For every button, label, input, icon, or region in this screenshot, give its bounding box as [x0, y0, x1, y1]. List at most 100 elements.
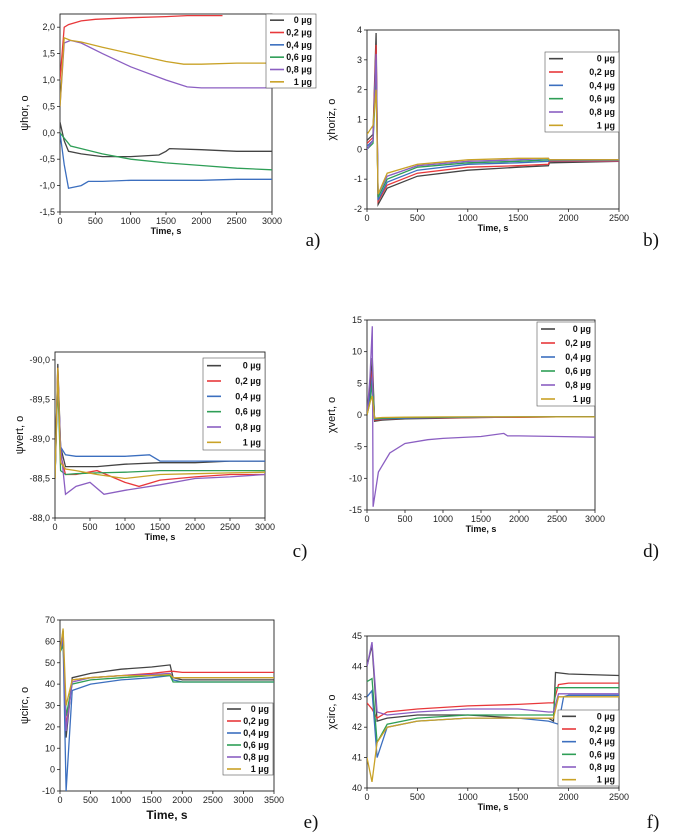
legend-label: 0,2 µg: [589, 724, 615, 734]
x-axis-label: Time, s: [151, 226, 182, 236]
series-line-5: [367, 395, 595, 419]
x-tick-label: 2500: [203, 795, 223, 805]
x-tick-label: 1500: [508, 792, 528, 802]
legend-label: 0,8 µg: [589, 107, 615, 117]
y-tick-label: 50: [45, 658, 55, 668]
legend-label: 1 µg: [251, 764, 269, 774]
legend-label: 0,4 µg: [235, 391, 261, 401]
y-axis-label: ψvert, o: [14, 416, 26, 454]
legend-label: 0,2 µg: [235, 376, 261, 386]
legend-label: 0,2 µg: [243, 716, 269, 726]
series-line-5: [60, 628, 274, 706]
legend-label: 0,8 µg: [565, 380, 591, 390]
legend-label: 1 µg: [573, 394, 591, 404]
legend-label: 0 µg: [597, 711, 615, 721]
y-tick-label: 1: [357, 115, 362, 125]
x-tick-label: 2000: [559, 792, 579, 802]
panel-letter: c): [293, 541, 308, 562]
y-tick-label: -1,0: [39, 181, 55, 191]
x-axis-label: Time, s: [145, 532, 176, 542]
legend-label: 0,6 µg: [286, 52, 312, 62]
series-line-1: [367, 682, 619, 720]
x-tick-label: 2500: [220, 522, 240, 532]
chart-panel-3: 0 500 1000 1500 2000 2500 3000 -88,0 -88,5 -89,0 -…: [14, 351, 308, 562]
legend-box: [544, 51, 620, 133]
y-tick-label: -15: [349, 505, 362, 515]
y-tick-label: -10: [349, 473, 362, 483]
series-line-2: [60, 132, 272, 189]
x-tick-label: 2000: [172, 795, 192, 805]
x-tick-label: 2500: [609, 792, 629, 802]
y-tick-label: 2: [357, 85, 362, 95]
x-tick-label: 2000: [185, 522, 205, 532]
legend-label: 0,4 µg: [286, 40, 312, 50]
y-tick-label: -0,5: [39, 154, 55, 164]
y-tick-label: 44: [352, 661, 362, 671]
x-axis-label: Time, s: [478, 802, 509, 812]
x-tick-label: 0: [364, 792, 369, 802]
y-tick-label: 0: [357, 144, 362, 154]
y-axis-label: χvert, o: [326, 397, 338, 433]
x-tick-label: 2000: [509, 514, 529, 524]
series-line-3: [60, 132, 272, 171]
series-line-0: [60, 630, 274, 738]
y-tick-label: -10: [42, 786, 55, 796]
y-tick-label: 4: [357, 25, 362, 35]
series-line-3: [367, 677, 619, 745]
x-axis-label: Time, s: [146, 808, 187, 822]
legend-box: [557, 709, 620, 787]
chart-panel-6: 0 500 1000 1500 2000 2500 40 41 42 43 44 45 Time, s χ…: [326, 631, 659, 833]
x-tick-label: 3000: [233, 795, 253, 805]
x-tick-label: 500: [410, 792, 425, 802]
series-line-5: [367, 696, 619, 783]
x-tick-label: 2000: [559, 213, 579, 223]
plot-frame: [59, 13, 273, 213]
y-tick-label: 10: [45, 743, 55, 753]
y-tick-label: 70: [45, 615, 55, 625]
y-tick-label: 1,0: [42, 75, 55, 85]
x-tick-label: 1500: [150, 522, 170, 532]
legend-label: 0 µg: [597, 54, 615, 64]
x-tick-label: 3000: [585, 514, 605, 524]
y-tick-label: 2,0: [42, 22, 55, 32]
legend-label: 0,8 µg: [243, 752, 269, 762]
chart-panel-5: 0 500 1000 1500 2000 2500 3000 3500-10010203040…: [19, 615, 318, 833]
y-tick-label: 0,5: [42, 101, 55, 111]
series-line-4: [60, 39, 272, 107]
series-line-5: [60, 36, 272, 107]
y-tick-label: 41: [352, 753, 362, 763]
panel-letter: e): [304, 812, 319, 833]
y-tick-label: 10: [352, 347, 362, 357]
series-line-4: [367, 326, 595, 507]
y-axis-label: χhoriz, o: [326, 99, 338, 141]
y-tick-label: 0: [357, 410, 362, 420]
x-tick-label: 3000: [262, 216, 282, 226]
legend-box: [265, 13, 317, 89]
legend-label: 0 µg: [294, 15, 312, 25]
y-tick-label: 45: [352, 631, 362, 641]
y-axis-label: ψcirc, o: [19, 687, 31, 724]
x-tick-label: 1000: [115, 522, 135, 532]
y-tick-label: 42: [352, 722, 362, 732]
y-tick-label: -2: [354, 204, 362, 214]
x-tick-label: 2000: [191, 216, 211, 226]
legend-label: 0,2 µg: [286, 28, 312, 38]
x-tick-label: 500: [82, 522, 97, 532]
x-tick-label: 2500: [227, 216, 247, 226]
legend-label: 1 µg: [597, 120, 615, 130]
y-tick-label: 5: [357, 378, 362, 388]
legend-label: 0,8 µg: [286, 65, 312, 75]
y-tick-label: 0,0: [42, 128, 55, 138]
series-line-1: [60, 14, 223, 81]
chart-panel-1: 0 500 1000 1500 2000 2500 3000 -1,5 -1,0 -0,5 0,0 0…: [19, 13, 320, 251]
y-tick-label: 40: [45, 679, 55, 689]
legend-label: 1 µg: [597, 775, 615, 785]
series-line-0: [60, 122, 272, 158]
y-tick-label: 0: [50, 765, 55, 775]
x-tick-label: 0: [364, 213, 369, 223]
y-tick-label: -88,0: [29, 513, 50, 523]
legend-label: 1 µg: [294, 77, 312, 87]
x-tick-label: 1000: [458, 792, 478, 802]
x-tick-label: 0: [57, 795, 62, 805]
